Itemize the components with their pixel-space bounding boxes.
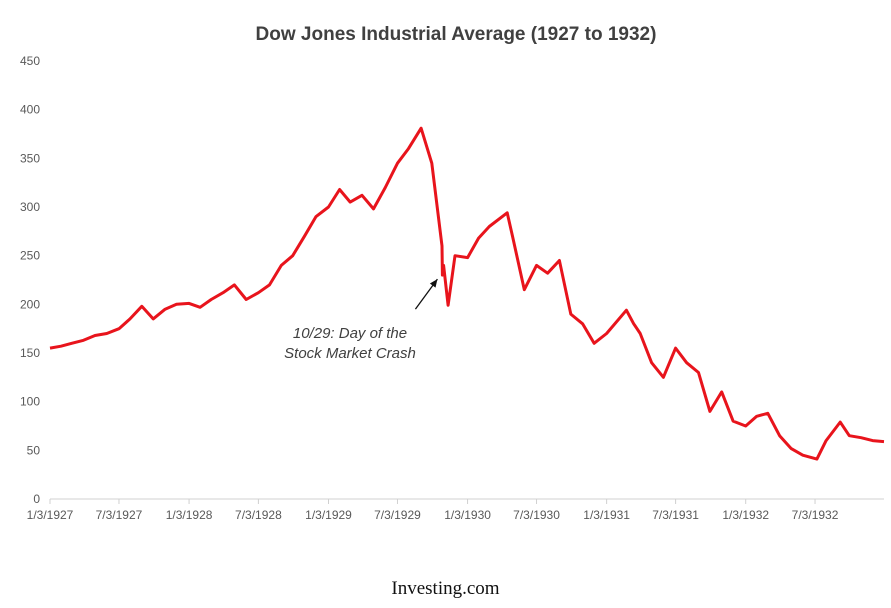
y-tick-label: 150 [20,346,40,360]
y-tick-label: 400 [20,103,40,117]
x-tick-label: 1/3/1929 [305,508,352,522]
y-tick-label: 350 [20,151,40,165]
x-tick-label: 1/3/1931 [583,508,630,522]
y-axis: 0 50 100 150 200 250 300 350 400 450 [20,54,40,506]
y-tick-label: 200 [20,297,40,311]
x-tick-label: 7/3/1928 [235,508,282,522]
x-tick-label: 1/3/1927 [27,508,74,522]
y-tick-label: 100 [20,395,40,409]
y-tick-label: 250 [20,249,40,263]
series-line [49,126,885,461]
annotation-line-2: Stock Market Crash [284,345,416,362]
y-tick-label: 0 [33,492,40,506]
y-tick-label: 450 [20,54,40,68]
x-tick-label: 7/3/1929 [374,508,421,522]
x-tick-label: 7/3/1932 [792,508,839,522]
x-axis: 1/3/1927 7/3/1927 1/3/1928 7/3/1928 1/3/1929… [27,499,839,522]
x-tick-label: 7/3/1930 [513,508,560,522]
source-label: Investing.com [391,578,500,599]
y-tick-label: 300 [20,200,40,214]
x-tick-label: 1/3/1928 [166,508,213,522]
annotation-line-1: 10/29: Day of the [293,325,407,342]
dow-chart: Dow Jones Industrial Average (1927 to 19… [20,24,885,522]
x-tick-label: 7/3/1927 [96,508,143,522]
annotation-arrowhead [429,279,438,288]
x-tick-label: 1/3/1932 [722,508,769,522]
chart-title: Dow Jones Industrial Average (1927 to 19… [256,24,657,45]
y-tick-label: 50 [27,443,41,457]
x-tick-label: 1/3/1930 [444,508,491,522]
x-tick-label: 7/3/1931 [652,508,699,522]
